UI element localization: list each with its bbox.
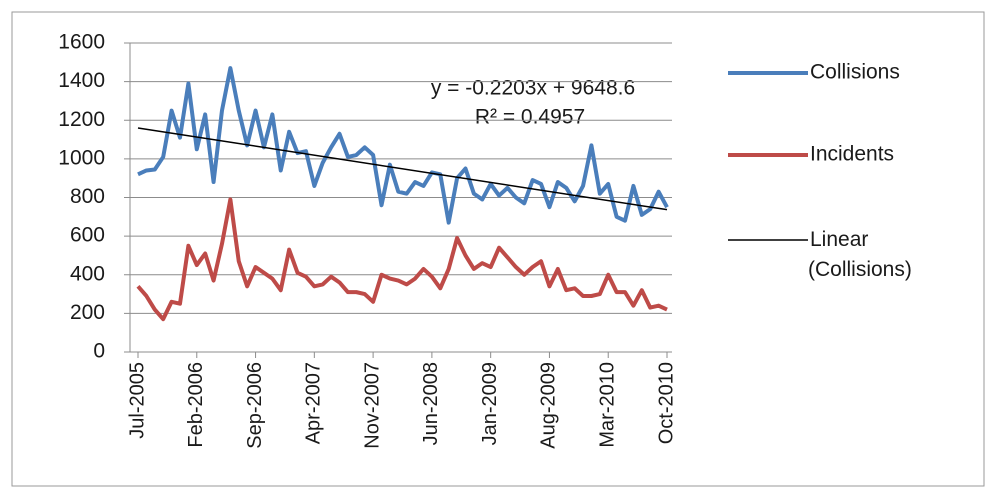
trend-equation: y = -0.2203x + 9648.6 — [431, 77, 635, 100]
x-tick-label: Sep-2006 — [244, 362, 266, 449]
x-tick-label: Jul-2005 — [126, 362, 148, 439]
x-tick-label: Mar-2010 — [597, 362, 619, 448]
legend-label: Linear (Collisions) — [808, 228, 912, 281]
x-tick-label: Oct-2010 — [655, 362, 677, 444]
y-tick-label: 600 — [70, 224, 105, 247]
x-tick-label: Jan-2009 — [479, 362, 501, 445]
series-line — [137, 66, 669, 225]
x-tick-label: Feb-2006 — [185, 362, 207, 448]
y-tick-label: 1400 — [58, 69, 105, 92]
y-tick-label: 800 — [70, 185, 105, 208]
y-tick-label: 1200 — [58, 108, 105, 131]
x-tick-label: Jun-2008 — [420, 362, 442, 445]
y-tick-label: 1600 — [58, 31, 105, 54]
trend-r-squared: R² = 0.4957 — [475, 106, 585, 129]
y-tick-label: 200 — [70, 301, 105, 324]
y-tick-label: 400 — [70, 262, 105, 285]
legend-label: Incidents — [810, 143, 894, 166]
legend-label: Collisions — [810, 61, 900, 84]
x-tick-label: Apr-2007 — [303, 362, 325, 444]
x-tick-label: Aug-2009 — [538, 362, 560, 449]
x-tick-label: Nov-2007 — [361, 362, 383, 449]
series-line — [136, 197, 668, 322]
trend-line — [137, 127, 668, 211]
y-tick-label: 1000 — [58, 146, 105, 169]
y-tick-label: 0 — [93, 340, 105, 363]
